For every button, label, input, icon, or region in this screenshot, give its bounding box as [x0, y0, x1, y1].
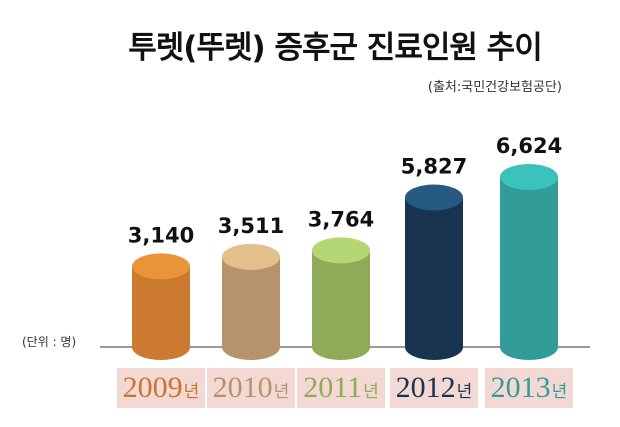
year-number: 2013	[490, 371, 551, 404]
year-suffix: 년	[183, 382, 200, 402]
year-label-2010: 2010 년	[207, 368, 295, 408]
bar-top	[500, 164, 558, 190]
year-label-2011: 2011 년	[297, 368, 385, 408]
value-label: 3,764	[308, 207, 374, 231]
bar-top	[132, 253, 190, 280]
bar-2010: 3,511	[218, 214, 284, 360]
source-note: (출처:국민건강보험공단)	[427, 80, 562, 95]
year-label-2009: 2009 년	[117, 368, 205, 408]
year-suffix: 년	[456, 382, 473, 402]
bar-top	[312, 237, 370, 264]
year-labels: 2009 년 2010 년 2011 년 2012 년 2013 년	[0, 368, 620, 412]
year-label-2012: 2012 년	[390, 368, 478, 408]
year-number: 2011	[303, 371, 363, 404]
bar-2009: 3,140	[128, 223, 194, 360]
bar-2011: 3,764	[308, 207, 374, 360]
bar-body	[405, 197, 463, 360]
bar-body	[222, 256, 280, 360]
bar-body	[500, 177, 558, 360]
value-label: 6,624	[496, 134, 562, 158]
bar-2012: 5,827	[401, 154, 467, 360]
bar-top	[222, 243, 280, 270]
year-label-2013: 2013 년	[485, 368, 573, 408]
chart-title: 투렛(뚜렛) 증후군 진료인원 추이	[128, 30, 542, 66]
year-number: 2012	[395, 371, 456, 404]
value-label: 5,827	[401, 154, 467, 178]
year-number: 2009	[122, 371, 183, 404]
bar-body	[132, 266, 190, 360]
bar-top	[405, 184, 463, 211]
value-label: 3,511	[218, 214, 284, 238]
year-suffix: 년	[551, 382, 568, 402]
year-suffix: 년	[363, 382, 379, 402]
year-suffix: 년	[273, 382, 290, 402]
year-number: 2010	[212, 371, 273, 404]
unit-label: (단위 : 명)	[22, 335, 77, 349]
bar-body	[312, 250, 370, 360]
bar-2013: 6,624	[496, 134, 562, 360]
value-label: 3,140	[128, 223, 194, 247]
